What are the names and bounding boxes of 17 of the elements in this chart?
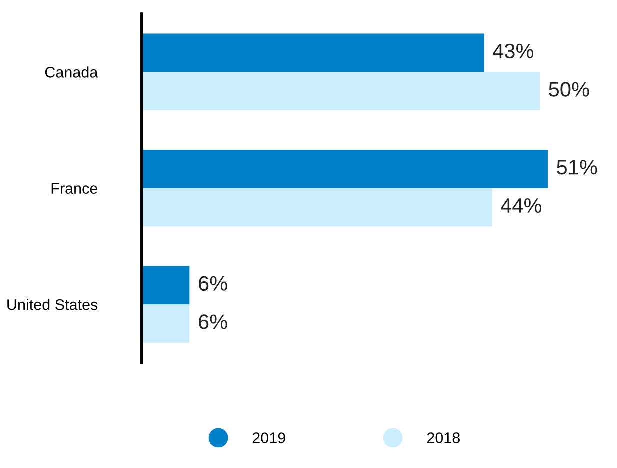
legend-label: 2019 (252, 432, 286, 444)
data-label: 44% (501, 198, 542, 214)
bar (142, 34, 484, 72)
y-tick-label: France (52, 183, 98, 194)
y-tick-label: Canada (45, 66, 98, 78)
data-label: 50% (549, 82, 590, 97)
data-label: 6% (199, 314, 228, 330)
y-tick-label: United States (8, 299, 98, 310)
data-label: 6% (199, 276, 228, 292)
bar (142, 72, 540, 111)
bar (142, 266, 190, 305)
data-label: 43% (493, 44, 534, 59)
bar (142, 150, 548, 188)
legend-label: 2018 (427, 432, 460, 444)
bar (142, 304, 190, 343)
bar (142, 188, 492, 227)
data-label: 51% (557, 160, 598, 175)
